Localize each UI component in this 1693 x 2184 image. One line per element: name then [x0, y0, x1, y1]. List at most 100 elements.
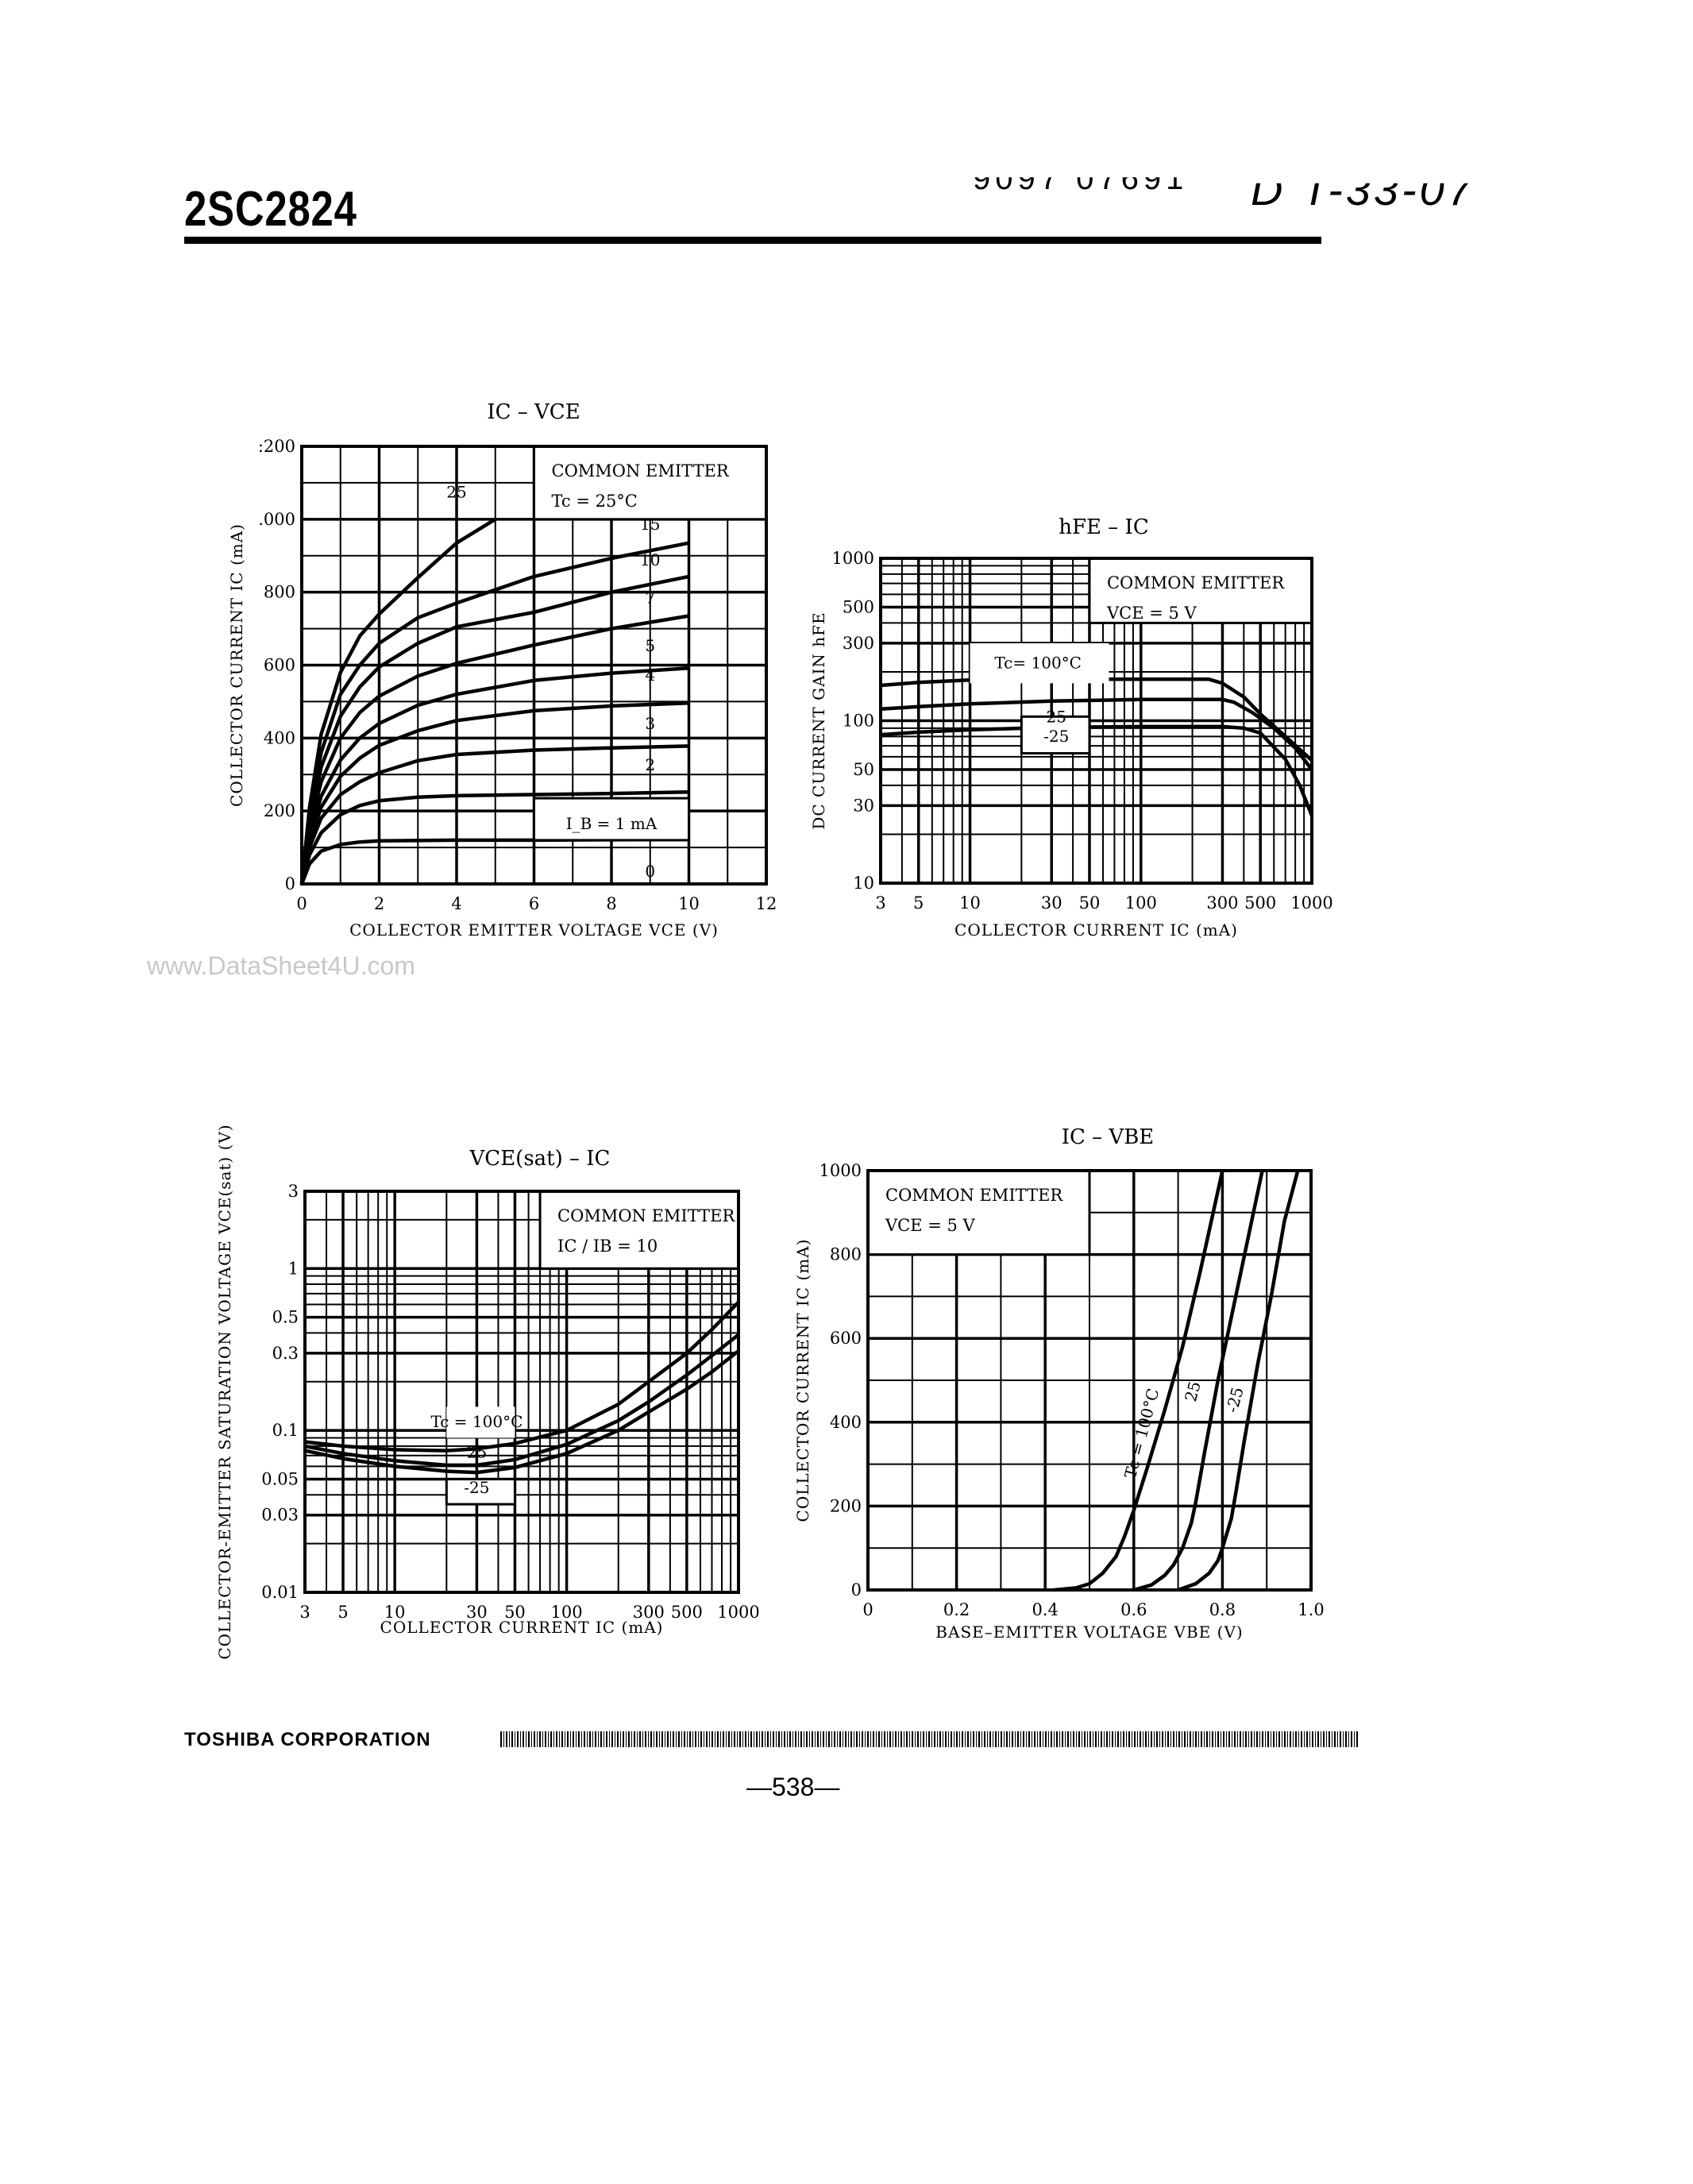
- y-tick-label: 1000: [820, 1161, 862, 1180]
- chart-title: VCE(sat) – IC: [469, 1147, 611, 1171]
- plot-frame: [866, 1169, 1313, 1592]
- y-tick-label: 400: [830, 1413, 862, 1432]
- y-tick-label: 0.05: [261, 1470, 299, 1489]
- x-tick-label: 100: [551, 1603, 583, 1622]
- y-tick-label: 200: [830, 1496, 862, 1515]
- plot-frame: [303, 1190, 740, 1594]
- y-axis-label: DC CURRENT GAIN hFE: [809, 612, 828, 829]
- legend-box: [866, 1169, 1091, 1256]
- curve-7: [299, 614, 689, 885]
- curve-label: -25: [1222, 1385, 1248, 1414]
- y-tick-label: 200: [264, 801, 295, 820]
- curve-label: 15: [640, 515, 660, 534]
- legend-box: [1088, 557, 1313, 624]
- part-number-title: 2SC2824: [184, 182, 357, 237]
- x-tick-label: 0: [862, 1600, 873, 1619]
- y-tick-label: 400: [264, 728, 295, 747]
- curve-tc-100-c: [880, 677, 1313, 762]
- y-tick-label: 0.03: [261, 1506, 299, 1525]
- y-tick-label: 600: [264, 656, 295, 675]
- x-tick-label: 1000: [1290, 893, 1332, 913]
- x-tick-label: 30: [1041, 893, 1062, 913]
- header-rule: [184, 237, 1321, 244]
- y-tick-label: 0.1: [272, 1421, 299, 1440]
- x-tick-label: 5: [913, 893, 924, 913]
- curve-label: 4: [645, 666, 655, 685]
- x-tick-label: 6: [529, 894, 539, 913]
- curve-15: [299, 541, 689, 885]
- curve-label: 7: [645, 588, 655, 608]
- legend-box: [538, 1190, 740, 1270]
- x-tick-label: 12: [756, 894, 777, 913]
- legend-text: VCE = 5 V: [1106, 604, 1197, 623]
- chart-title: IC – VBE: [1062, 1125, 1155, 1149]
- y-tick-label: 1000: [832, 549, 874, 568]
- y-tick-label: 600: [830, 1329, 862, 1348]
- plot-frame: [300, 445, 768, 886]
- x-tick-label: 500: [671, 1603, 703, 1622]
- legend-text: COMMON EMITTER: [552, 461, 730, 480]
- x-axis-label: COLLECTOR CURRENT IC (mA): [954, 920, 1238, 940]
- x-tick-label: 300: [1206, 893, 1238, 913]
- y-tick-label: :200: [258, 437, 295, 456]
- curve-label: -25: [464, 1478, 489, 1497]
- y-tick-label: 50: [853, 760, 874, 779]
- legend-text: COMMON EMITTER: [557, 1206, 735, 1225]
- x-axis-label: COLLECTOR CURRENT IC (mA): [380, 1618, 664, 1637]
- x-tick-label: 3: [875, 893, 885, 913]
- y-tick-label: 0.5: [272, 1308, 299, 1327]
- y-tick-label: 0.01: [261, 1583, 299, 1602]
- curve-tc-100-c: [1054, 1170, 1224, 1592]
- y-tick-label: 300: [843, 634, 874, 653]
- curve-label: 3: [645, 714, 655, 733]
- chart-vcesat-ic: COMMON EMITTER IC / IB = 10 Tc = 100°C 25 -2…: [215, 1124, 760, 1659]
- y-tick-label: 30: [853, 796, 874, 815]
- y-tick-label: 0: [285, 874, 295, 893]
- footer-barcode-rule: [500, 1731, 1358, 1747]
- chart-hfe-ic: COMMON EMITTER VCE = 5 V Tc= 100°C 25-25 3 5 1…: [809, 515, 1333, 940]
- y-tick-label: 800: [830, 1245, 862, 1264]
- curve-label: 5: [645, 636, 655, 655]
- curve-tc-25-c: [880, 724, 1314, 816]
- x-tick-label: 0.2: [943, 1600, 970, 1619]
- document-stamp-code: 9097 07691: [973, 161, 1189, 196]
- curve-tc-25-c: [1177, 1170, 1300, 1592]
- x-tick-label: 10: [959, 893, 981, 913]
- x-tick-label: 5: [337, 1603, 348, 1622]
- x-tick-label: 4: [451, 894, 461, 913]
- y-tick-label: 100: [843, 712, 874, 731]
- x-tick-label: 50: [504, 1603, 526, 1622]
- curve-label: 25: [1181, 1379, 1205, 1404]
- curve-4: [299, 701, 689, 885]
- x-tick-label: 2: [374, 894, 384, 913]
- y-axis-label: COLLECTOR-EMITTER SATURATION VOLTAGE VCE…: [215, 1124, 234, 1659]
- x-tick-label: 0: [296, 894, 307, 913]
- x-tick-label: 0.8: [1209, 1600, 1236, 1619]
- x-tick-label: 0.4: [1032, 1600, 1058, 1619]
- y-tick-label: 0: [851, 1580, 862, 1599]
- curve-tc-25-c: [880, 697, 1313, 771]
- curve-label: 25: [446, 482, 466, 501]
- legend-text: COMMON EMITTER: [1107, 573, 1285, 592]
- chart-title: IC – VCE: [487, 400, 580, 424]
- legend-text: IC / IB = 10: [557, 1237, 658, 1256]
- x-tick-label: 100: [1125, 893, 1157, 913]
- x-tick-label: 0.6: [1120, 1600, 1147, 1619]
- curve-label: -25: [1043, 727, 1069, 746]
- curve-tc-25-c: [1133, 1170, 1264, 1592]
- x-tick-label: 1.0: [1298, 1600, 1324, 1619]
- curve-10: [299, 574, 689, 885]
- y-tick-label: 800: [264, 583, 295, 602]
- x-axis-label: BASE–EMITTER VOLTAGE VBE (V): [935, 1623, 1243, 1642]
- x-tick-label: 10: [678, 894, 700, 913]
- x-tick-label: 10: [384, 1603, 406, 1622]
- legend-text: Tc = 25°C: [552, 492, 638, 511]
- y-axis-label: COLLECTOR CURRENT IC (mA): [793, 1239, 812, 1522]
- x-axis-label: COLLECTOR EMITTER VOLTAGE VCE (V): [349, 920, 719, 940]
- x-tick-label: 300: [633, 1603, 665, 1622]
- curve-label: 2: [645, 755, 655, 774]
- y-tick-label: 10: [853, 874, 874, 893]
- page-number: —538—: [746, 1773, 840, 1801]
